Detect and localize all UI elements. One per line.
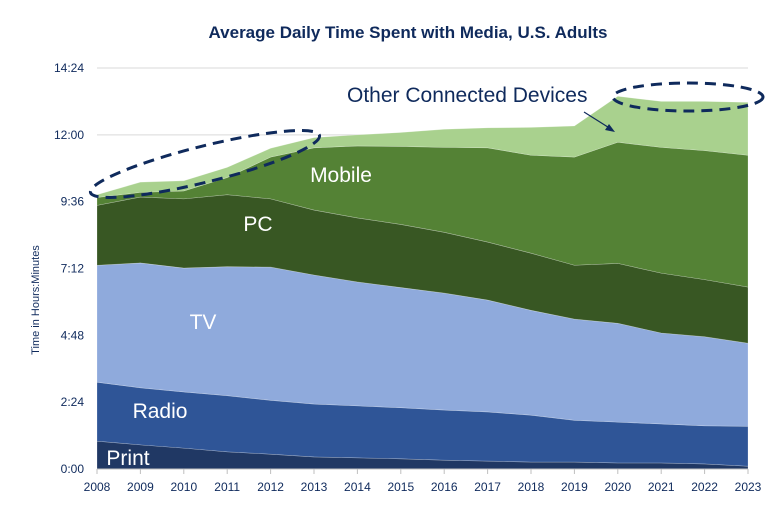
series-label-tv: TV — [190, 311, 217, 334]
y-tick-label: 12:00 — [54, 128, 84, 142]
chart-title: Average Daily Time Spent with Media, U.S… — [209, 23, 608, 42]
x-tick-label: 2011 — [214, 480, 240, 494]
x-tick-label: 2015 — [387, 480, 414, 494]
highlight-ellipse-early — [88, 129, 322, 199]
y-tick-label: 7:12 — [61, 262, 85, 276]
y-tick-label: 0:00 — [61, 462, 85, 476]
x-tick-label: 2022 — [691, 480, 718, 494]
x-tick-label: 2014 — [344, 480, 371, 494]
x-tick-label: 2010 — [170, 480, 197, 494]
x-tick-label: 2019 — [561, 480, 588, 494]
series-label-print: Print — [106, 447, 149, 470]
area-other-connected-devices — [96, 96, 749, 198]
x-tick-label: 2013 — [301, 480, 328, 494]
x-tick-label: 2009 — [127, 480, 154, 494]
series-label-radio: Radio — [133, 400, 188, 423]
y-axis: 0:00 2:24 4:48 7:12 9:36 12:00 14:24 — [54, 61, 84, 476]
area-radio — [96, 381, 749, 467]
y-tick-label: 4:48 — [61, 328, 85, 342]
y-axis-label: Time in Hours:Minutes — [30, 245, 42, 355]
x-tick-label: 2017 — [474, 480, 501, 494]
area-tv — [96, 262, 749, 427]
x-tick-label: 2018 — [518, 480, 545, 494]
series-labels: Print Radio TV PC Mobile — [106, 164, 372, 470]
series-label-mobile: Mobile — [310, 164, 372, 187]
annotation-arrowhead — [605, 124, 615, 132]
y-tick-label: 2:24 — [61, 395, 85, 409]
x-axis: 2008 2009 2010 2011 2012 2013 2014 2015 2016 2017… — [84, 468, 762, 494]
x-tick-label: 2023 — [735, 480, 762, 494]
annotation-other-connected-devices: Other Connected Devices — [347, 84, 587, 107]
highlight-ellipse-late — [611, 81, 765, 113]
x-tick-label: 2008 — [84, 480, 111, 494]
area-pc — [96, 194, 749, 344]
x-tick-label: 2012 — [257, 480, 284, 494]
x-tick-label: 2020 — [604, 480, 631, 494]
series-label-pc: PC — [243, 213, 272, 236]
area-series — [96, 96, 749, 470]
y-tick-label: 9:36 — [61, 195, 85, 209]
x-tick-label: 2021 — [648, 480, 675, 494]
x-tick-label: 2016 — [431, 480, 458, 494]
annotation-arrow — [583, 111, 612, 130]
y-tick-label: 14:24 — [54, 61, 84, 75]
area-mobile — [96, 141, 749, 288]
